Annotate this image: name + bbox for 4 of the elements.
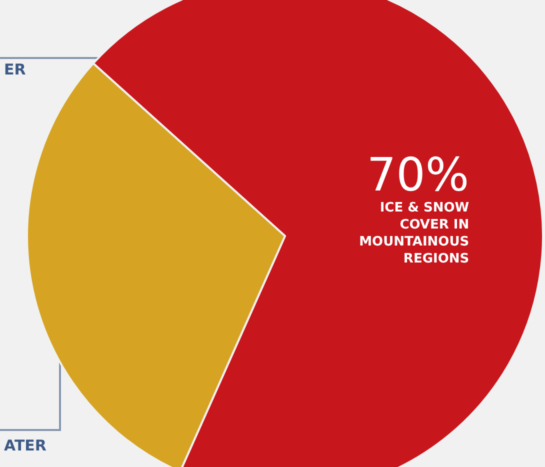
text: ER	[4, 60, 26, 78]
data-label: 70%	[366, 148, 470, 202]
slice-label: ICE & SNOW COVER IN MOUNTAINOUS REGIONS	[359, 200, 470, 267]
text: ATER	[4, 436, 47, 454]
